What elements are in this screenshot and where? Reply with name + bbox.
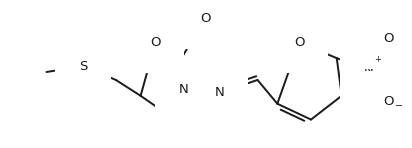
Text: S: S <box>79 60 87 73</box>
Text: O: O <box>383 95 393 108</box>
Text: −: − <box>395 101 403 111</box>
Text: N: N <box>363 63 373 77</box>
Text: +: + <box>375 55 381 64</box>
Text: O: O <box>150 36 161 49</box>
Text: O: O <box>383 32 393 45</box>
Text: O: O <box>200 12 210 25</box>
Text: O: O <box>294 36 304 49</box>
Text: N: N <box>215 86 225 99</box>
Text: N: N <box>178 83 188 96</box>
